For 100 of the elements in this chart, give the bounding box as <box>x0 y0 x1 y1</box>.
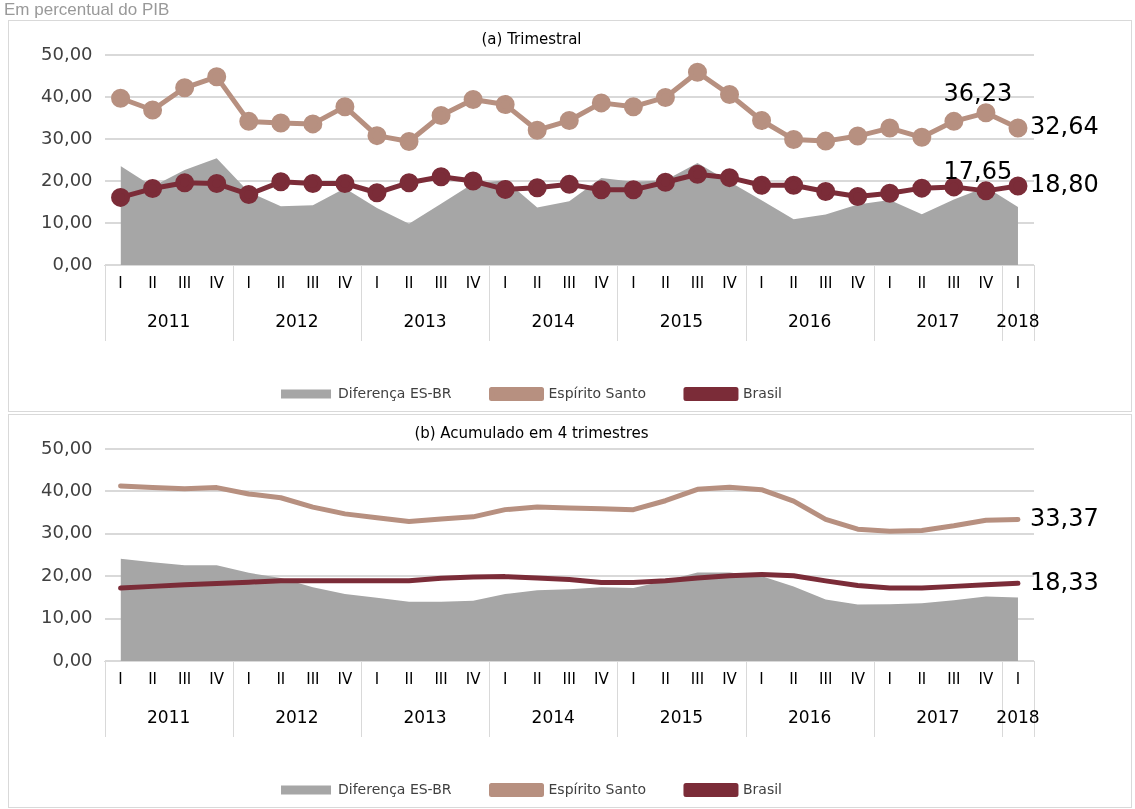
point <box>591 180 611 200</box>
text: 2014 <box>531 311 575 332</box>
x-tick-label: I <box>759 669 764 688</box>
x-tick-label: I <box>374 669 380 688</box>
text: 2012 <box>275 311 319 332</box>
legend-label: Brasil <box>742 780 782 797</box>
x-tick-label: II <box>532 273 542 292</box>
x-tick-label: II <box>917 669 927 688</box>
data-label: 32,64 <box>1029 112 1099 141</box>
point <box>880 183 900 203</box>
point <box>559 174 579 194</box>
point <box>431 167 451 187</box>
point <box>271 172 291 192</box>
data-label: 17,65 <box>943 157 1013 186</box>
text: 2013 <box>403 707 447 728</box>
x-tick-label: II <box>404 273 414 292</box>
x-tick-label: III <box>947 273 961 292</box>
point <box>655 172 675 192</box>
point <box>367 126 387 146</box>
x-tick-label: IV <box>722 669 738 688</box>
y-tick-label: 40,00 <box>41 479 93 501</box>
text: 2018 <box>996 311 1040 332</box>
x-tick-label: I <box>374 273 380 292</box>
x-tick-label: IV <box>337 669 353 688</box>
point <box>399 173 419 193</box>
chart-title: (b) Acumulado em 4 trimestres <box>414 423 649 442</box>
x-tick-label: I <box>502 669 508 688</box>
point <box>1008 118 1028 138</box>
point <box>527 120 547 140</box>
x-tick-label: IV <box>722 273 738 292</box>
point <box>1008 176 1028 196</box>
x-tick-label: II <box>148 669 158 688</box>
point <box>559 111 579 131</box>
x-tick-label: II <box>276 273 286 292</box>
point <box>752 175 772 195</box>
chart-title: (a) Trimestral <box>481 29 582 48</box>
point <box>527 178 547 198</box>
point <box>976 181 996 201</box>
point <box>848 187 868 207</box>
data-label: 18,80 <box>1029 170 1099 199</box>
x-tick-label: IV <box>209 273 225 292</box>
point <box>687 164 707 184</box>
y-tick-label: 50,00 <box>41 436 93 458</box>
point <box>944 111 964 131</box>
data-label: 33,37 <box>1029 503 1099 532</box>
text: 2014 <box>531 707 575 728</box>
y-tick-label: 20,00 <box>41 168 93 190</box>
x-tick-label: IV <box>850 273 866 292</box>
x-tick-label: IV <box>978 273 994 292</box>
legend-label: Espírito Santo <box>548 780 646 797</box>
point <box>303 114 323 134</box>
point <box>303 174 323 194</box>
point <box>239 111 259 131</box>
point <box>752 111 772 131</box>
text: 2011 <box>147 707 191 728</box>
point <box>848 126 868 146</box>
x-tick-label: I <box>887 273 892 292</box>
x-tick-label: I <box>1015 669 1021 688</box>
point <box>399 132 419 152</box>
x-tick-label: III <box>690 273 705 292</box>
x-tick-label: III <box>947 669 961 688</box>
x-tick-label: I <box>246 273 251 292</box>
point <box>912 127 932 147</box>
point <box>463 171 483 191</box>
x-tick-label: I <box>1015 273 1021 292</box>
point <box>239 184 259 204</box>
x-tick-label: I <box>759 273 764 292</box>
text: 2018 <box>996 707 1040 728</box>
point <box>816 131 836 151</box>
point <box>207 67 227 87</box>
x-tick-label: IV <box>465 669 482 688</box>
x-tick-label: IV <box>209 669 225 688</box>
text: 2016 <box>788 707 832 728</box>
legend-label: Espírito Santo <box>548 384 646 401</box>
x-tick-label: III <box>306 273 320 292</box>
x-tick-label: IV <box>593 273 610 292</box>
data-label: 36,23 <box>943 79 1013 108</box>
point <box>784 175 804 195</box>
x-tick-label: IV <box>465 273 482 292</box>
y-tick-label: 0,00 <box>52 252 93 274</box>
x-tick-label: III <box>562 273 576 292</box>
text: 2017 <box>916 311 960 332</box>
x-tick-label: IV <box>337 273 353 292</box>
legend-label: Brasil <box>742 384 782 401</box>
point <box>207 174 227 194</box>
x-tick-label: III <box>690 669 705 688</box>
x-tick-label: I <box>631 273 636 292</box>
chart-subtitle: Em percentual do PIB <box>3 0 171 20</box>
text: 2016 <box>788 311 832 332</box>
x-tick-label: II <box>276 669 286 688</box>
point <box>271 113 291 133</box>
point <box>655 87 675 107</box>
x-tick-label: II <box>404 669 414 688</box>
y-tick-label: 20,00 <box>41 563 93 585</box>
data-label: 18,33 <box>1029 567 1099 596</box>
point <box>816 182 836 201</box>
point <box>720 84 740 104</box>
x-tick-label: III <box>434 669 448 688</box>
y-tick-label: 30,00 <box>41 521 93 543</box>
text: 2011 <box>147 311 191 332</box>
